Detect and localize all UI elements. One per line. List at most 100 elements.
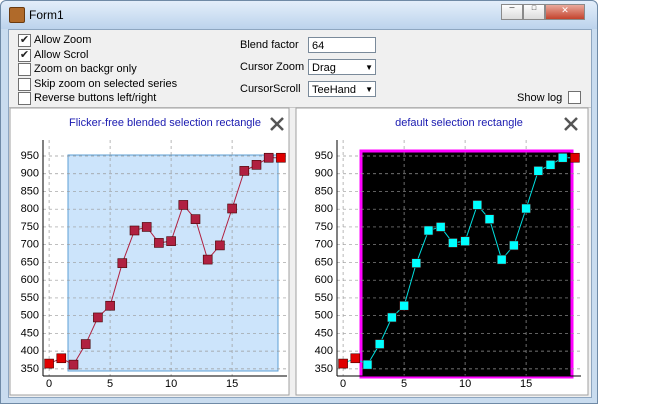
tool-icon [564,117,578,131]
x-tick-label: 15 [520,378,532,390]
app-icon [9,7,25,23]
point [251,160,262,170]
checkbox[interactable]: ✔ [18,34,31,47]
point [545,160,556,170]
show-log-checkbox[interactable] [568,91,581,104]
point [496,254,507,265]
close-button[interactable]: ✕ [545,4,585,20]
y-tick-label: 750 [315,221,333,233]
chart-title: default selection rectangle [395,117,523,129]
checkbox-label: Reverse buttons left/right [34,92,157,104]
point [105,300,115,311]
y-tick-label: 650 [315,256,333,268]
point [472,200,483,210]
point [338,358,348,369]
checkbox[interactable] [18,77,31,91]
point [276,152,286,163]
y-tick-label: 350 [21,363,39,375]
blend-spin[interactable]: 64 [308,37,376,53]
y-tick-label: 850 [315,185,333,197]
show-log-label: Show log [517,92,563,104]
x-tick-label: 10 [165,378,177,390]
checkbox[interactable]: ✔ [18,48,31,62]
y-tick-label: 550 [21,292,39,304]
y-tick-label: 350 [315,363,333,375]
y-tick-label: 500 [315,310,333,322]
point [435,222,446,232]
point [154,238,164,248]
cursor-scroll-combo[interactable]: TeeHand ▼ [308,81,376,97]
checkbox-label: Allow Scrol [34,48,89,61]
point [387,312,397,323]
selection-rectangle [359,149,574,379]
y-tick-label: 800 [21,203,39,215]
y-tick-label: 450 [21,327,39,339]
point [521,203,531,214]
cursor-zoom-label: Cursor Zoom [240,61,305,73]
checkbox-label: Skip zoom on selected series [34,77,178,90]
blend-value: 64 [312,40,325,52]
window-title: Form1 [29,8,64,22]
x-tick-label: 10 [459,378,471,390]
y-tick-label: 900 [21,168,39,180]
cursor-zoom-combo[interactable]: Drag ▼ [308,59,376,75]
x-tick-label: 15 [226,378,238,390]
point [448,238,458,248]
point [263,152,274,163]
point [56,353,67,364]
x-tick-label: 5 [401,378,407,390]
point [423,225,434,236]
cursor-zoom-value: Drag [312,62,336,74]
point [350,353,361,364]
point [190,214,201,224]
y-tick-label: 950 [21,150,39,162]
point [178,200,189,210]
point [80,339,91,349]
point [117,258,128,268]
x-tick-label: 5 [107,378,113,390]
point [166,236,176,246]
point [533,166,544,176]
chart-title: Flicker-free blended selection rectangle [69,117,261,129]
checkbox[interactable] [18,63,31,76]
point [215,240,225,251]
minimize-button[interactable]: ─ [501,4,523,20]
point [239,166,250,176]
point [460,236,470,246]
point [557,152,568,163]
y-tick-label: 400 [21,345,39,357]
point [399,300,409,311]
y-tick-label: 950 [315,150,333,162]
checkbox-label: Allow Zoom [34,34,92,46]
point [44,358,54,369]
title-bar: Form1 ─ □ ✕ [1,1,597,29]
y-tick-label: 700 [21,239,39,251]
maximize-button[interactable]: □ [523,4,545,20]
y-tick-label: 700 [315,239,333,251]
y-tick-label: 650 [21,256,39,268]
point [484,214,495,224]
point [509,240,519,251]
y-tick-label: 600 [21,274,39,286]
y-tick-label: 500 [21,310,39,322]
point [227,203,237,214]
point [362,359,373,370]
cursor-scroll-value: TeeHand [312,84,357,96]
x-tick-label: 0 [46,378,52,390]
y-tick-label: 400 [315,345,333,357]
checkbox-label: Zoom on backgr only [34,63,137,75]
selection-rectangle [67,154,279,372]
y-tick-label: 800 [315,203,333,215]
y-tick-label: 850 [21,185,39,197]
y-tick-label: 600 [315,274,333,286]
y-tick-label: 750 [21,221,39,233]
checkbox[interactable] [18,92,31,105]
point [93,312,103,323]
y-tick-label: 450 [315,327,333,339]
point [129,225,140,236]
point [411,258,422,268]
cursor-scroll-label: CursorScroll [240,83,301,95]
point [68,359,79,370]
